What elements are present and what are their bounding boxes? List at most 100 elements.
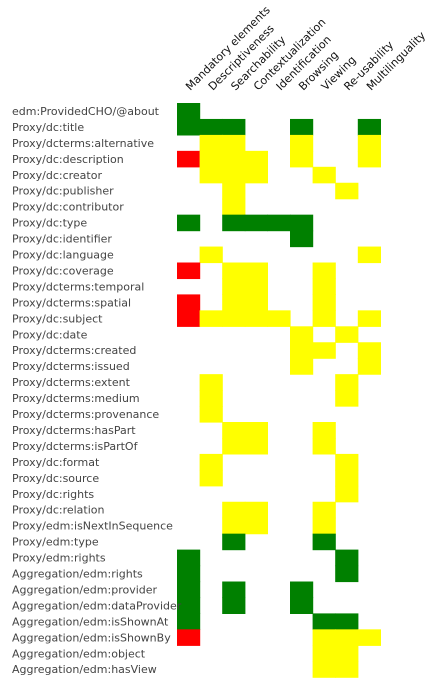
- heatmap-cell: [199, 310, 223, 327]
- heatmap-cell: [177, 310, 201, 327]
- heatmap-cell: [312, 294, 336, 311]
- heatmap-cell: [177, 613, 201, 630]
- row-label: Aggregation/edm:hasView: [12, 663, 157, 676]
- row-label: Proxy/edm:type: [12, 536, 99, 549]
- row-label: Proxy/dcterms:provenance: [12, 408, 159, 421]
- row-label: Proxy/dcterms:issued: [12, 360, 130, 373]
- row-label: Proxy/dcterms:alternative: [12, 137, 154, 150]
- heatmap-cell: [335, 661, 359, 678]
- heatmap-cell: [335, 374, 359, 391]
- row-label: Aggregation/edm:dataProvider: [12, 599, 182, 612]
- heatmap-cell: [290, 118, 314, 136]
- heatmap-cell: [290, 581, 314, 599]
- heatmap-cell: [335, 645, 359, 662]
- heatmap-cell: [357, 150, 381, 168]
- heatmap-cell: [222, 214, 246, 232]
- heatmap-cell: [222, 150, 246, 168]
- row-labels-layer: edm:ProvidedCHO/@about Proxy/dc:title Prox…: [12, 105, 182, 676]
- row-label: Proxy/dcterms:temporal: [12, 280, 144, 293]
- heatmap-cell: [290, 150, 314, 168]
- heatmap-cell: [244, 150, 268, 168]
- heatmap-cell: [312, 533, 336, 551]
- row-label: Proxy/dcterms:isPartOf: [12, 440, 139, 453]
- heatmap-cell: [177, 629, 201, 646]
- heatmap-cell: [290, 134, 314, 152]
- heatmap-cell: [222, 182, 246, 200]
- heatmap-cell: [357, 358, 381, 375]
- heatmap-cell: [222, 581, 246, 599]
- row-label: Proxy/dc:creator: [12, 169, 102, 182]
- heatmap-cell: [177, 597, 201, 614]
- heatmap-cell: [244, 422, 268, 439]
- heatmap-cell: [335, 485, 359, 503]
- heatmap-cell: [335, 565, 359, 583]
- heatmap-cell: [312, 262, 336, 280]
- heatmap-cell: [177, 118, 201, 136]
- heatmap-cell: [177, 103, 201, 120]
- heatmap-cell: [312, 437, 336, 455]
- heatmap-cell: [222, 422, 246, 439]
- heatmap-cell: [222, 294, 246, 311]
- row-label: Proxy/dc:date: [12, 328, 88, 341]
- heatmap-cell: [177, 294, 201, 311]
- row-label: Proxy/dc:contributor: [12, 201, 124, 214]
- row-label: Proxy/dc:rights: [12, 488, 94, 501]
- heatmap-cell: [222, 501, 246, 519]
- heatmap-cell: [222, 262, 246, 280]
- row-label: Proxy/dc:relation: [12, 504, 105, 517]
- heatmap-cell: [357, 134, 381, 152]
- heatmap-cell: [244, 278, 268, 295]
- heatmap-cell: [244, 262, 268, 280]
- heatmap-cell: [312, 166, 336, 184]
- heatmap-cell: [199, 469, 223, 487]
- heatmap-cell: [177, 549, 201, 567]
- heatmap-cell: [199, 390, 223, 407]
- row-label: Proxy/edm:isNextInSequence: [12, 520, 173, 533]
- heatmap-cell: [290, 326, 314, 343]
- heatmap-cell: [335, 326, 359, 343]
- heatmap-cell: [199, 118, 223, 136]
- heatmap-cell: [177, 262, 201, 280]
- heatmap-cell: [222, 533, 246, 551]
- row-label: Proxy/dc:type: [12, 217, 87, 230]
- heatmap-cell: [312, 517, 336, 535]
- heatmap-cell: [199, 246, 223, 264]
- row-label: Proxy/dc:title: [12, 121, 84, 134]
- row-label: Proxy/dc:coverage: [12, 264, 114, 277]
- row-label: Proxy/dcterms:created: [12, 344, 136, 357]
- heatmap-cell: [244, 166, 268, 184]
- heatmap-cell: [244, 501, 268, 519]
- heatmap-cell: [177, 150, 201, 168]
- heatmap-cell: [357, 118, 381, 136]
- heatmap-cell: [335, 549, 359, 567]
- heatmap-cell: [199, 134, 223, 152]
- row-label: Proxy/dcterms:hasPart: [12, 424, 136, 437]
- row-label: Proxy/dc:identifier: [12, 233, 112, 246]
- heatmap-cell: [222, 118, 246, 136]
- heatmap-cell: [199, 453, 223, 471]
- heatmap-cell: [357, 342, 381, 359]
- heatmap-cell: [357, 246, 381, 264]
- heatmap-cell: [335, 453, 359, 471]
- heatmap-cell: [244, 310, 268, 327]
- heatmap-cell: [312, 629, 336, 646]
- heatmap-cell: [290, 597, 314, 614]
- heatmap-cell: [199, 406, 223, 423]
- row-label: Proxy/dcterms:medium: [12, 392, 140, 405]
- row-label: Proxy/dc:source: [12, 472, 99, 485]
- heatmap-cell: [222, 437, 246, 455]
- heatmap-cell: [267, 310, 291, 327]
- heatmap-cell: [177, 565, 201, 583]
- heatmap-cell: [357, 310, 381, 327]
- heatmap-cell: [222, 310, 246, 327]
- heatmap-cell: [290, 214, 314, 232]
- heatmap-cell: [222, 134, 246, 152]
- heatmap-cell: [312, 645, 336, 662]
- heatmap-cell: [312, 342, 336, 359]
- heatmap-cell: [222, 597, 246, 614]
- heatmap-cell: [199, 374, 223, 391]
- row-label: Proxy/dcterms:extent: [12, 376, 131, 389]
- heatmap-cell: [335, 469, 359, 487]
